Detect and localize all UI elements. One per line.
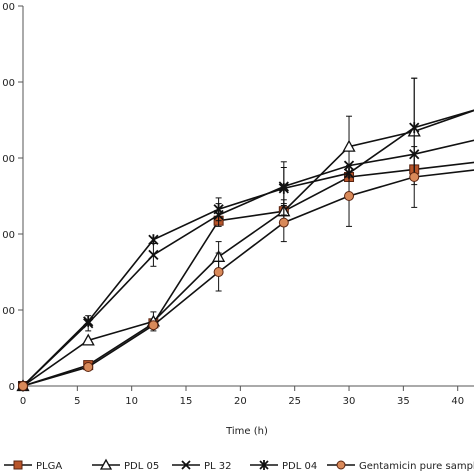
- x-tick-label: 10: [125, 396, 138, 407]
- legend-item: PL 32: [172, 460, 232, 472]
- legend-marker: [99, 458, 113, 470]
- series-line: [22, 139, 474, 387]
- y-tick-label: 00: [2, 306, 15, 317]
- x-tick-label: 30: [343, 396, 356, 407]
- legend-item: PLGA: [4, 460, 62, 472]
- series-pdl-05: [16, 77, 474, 392]
- data-point: [344, 191, 355, 201]
- x-tick-label: 0: [20, 396, 26, 407]
- x-tick-label: 25: [288, 396, 301, 407]
- legend-label: PDL 05: [124, 461, 159, 472]
- legend: PLGA PDL 05 PL 32 PDL 04 Gentamicin pure sam…: [4, 458, 474, 472]
- circle-marker-shape: [148, 320, 159, 331]
- y-tick-label: 00: [2, 78, 15, 89]
- legend-label: PL 32: [204, 461, 232, 472]
- legend-marker: [336, 460, 346, 470]
- circle-marker-shape: [213, 267, 224, 277]
- circle-marker-shape: [336, 460, 346, 470]
- x-tick-label: 20: [234, 396, 247, 407]
- triangle-marker-shape: [81, 333, 95, 346]
- data-point: [278, 182, 289, 194]
- data-point: [148, 249, 159, 261]
- y-tick-label: 00: [2, 154, 15, 165]
- series-line: [22, 109, 474, 387]
- series-layer: [16, 77, 474, 392]
- series-gentamicin-pure-sample: [18, 146, 474, 391]
- series-line: [22, 109, 474, 387]
- data-point: [148, 234, 159, 246]
- data-point: [278, 217, 289, 228]
- x-marker-stroke: [181, 460, 191, 470]
- y-tick-label: 0: [9, 382, 15, 393]
- data-point: [409, 172, 420, 182]
- legend-label: PDL 04: [282, 461, 317, 472]
- data-point: [342, 139, 356, 152]
- circle-marker-shape: [278, 217, 289, 228]
- series-line: [22, 169, 474, 387]
- legend-item: PDL 04: [250, 460, 317, 472]
- legend-item: Gentamicin pure sample: [327, 460, 474, 472]
- circle-marker-shape: [83, 362, 94, 372]
- triangle-marker-shape: [99, 458, 113, 470]
- circle-marker-shape: [18, 381, 28, 391]
- y-tick-label: 00: [2, 2, 15, 13]
- x-tick-label: 40: [451, 396, 464, 407]
- y-tick-label: 00: [2, 230, 15, 241]
- x-tick-label: 35: [397, 396, 410, 407]
- data-point: [81, 333, 95, 346]
- data-point: [83, 315, 94, 327]
- data-point: [18, 381, 28, 391]
- series-pl-32: [17, 139, 474, 392]
- legend-marker: [13, 460, 23, 470]
- circle-marker-shape: [409, 172, 420, 182]
- data-point: [213, 267, 224, 277]
- square-marker-shape: [13, 460, 23, 470]
- legend-label: PLGA: [36, 461, 62, 472]
- circle-marker-shape: [344, 191, 355, 201]
- triangle-marker-shape: [342, 139, 356, 152]
- legend-marker: [259, 460, 269, 470]
- x-axis-title: Time (h): [225, 426, 268, 437]
- x-tick-label: 15: [180, 396, 193, 407]
- data-point: [83, 362, 94, 372]
- legend-item: PDL 05: [92, 458, 159, 472]
- series-line: [22, 161, 474, 387]
- x-tick-label: 5: [74, 396, 80, 407]
- data-point: [213, 203, 224, 215]
- legend-label: Gentamicin pure sample: [359, 461, 474, 472]
- data-point: [148, 320, 159, 331]
- legend-marker: [181, 460, 191, 470]
- data-point: [409, 122, 420, 134]
- series-plga: [18, 161, 474, 391]
- x-marker-stroke: [148, 249, 159, 261]
